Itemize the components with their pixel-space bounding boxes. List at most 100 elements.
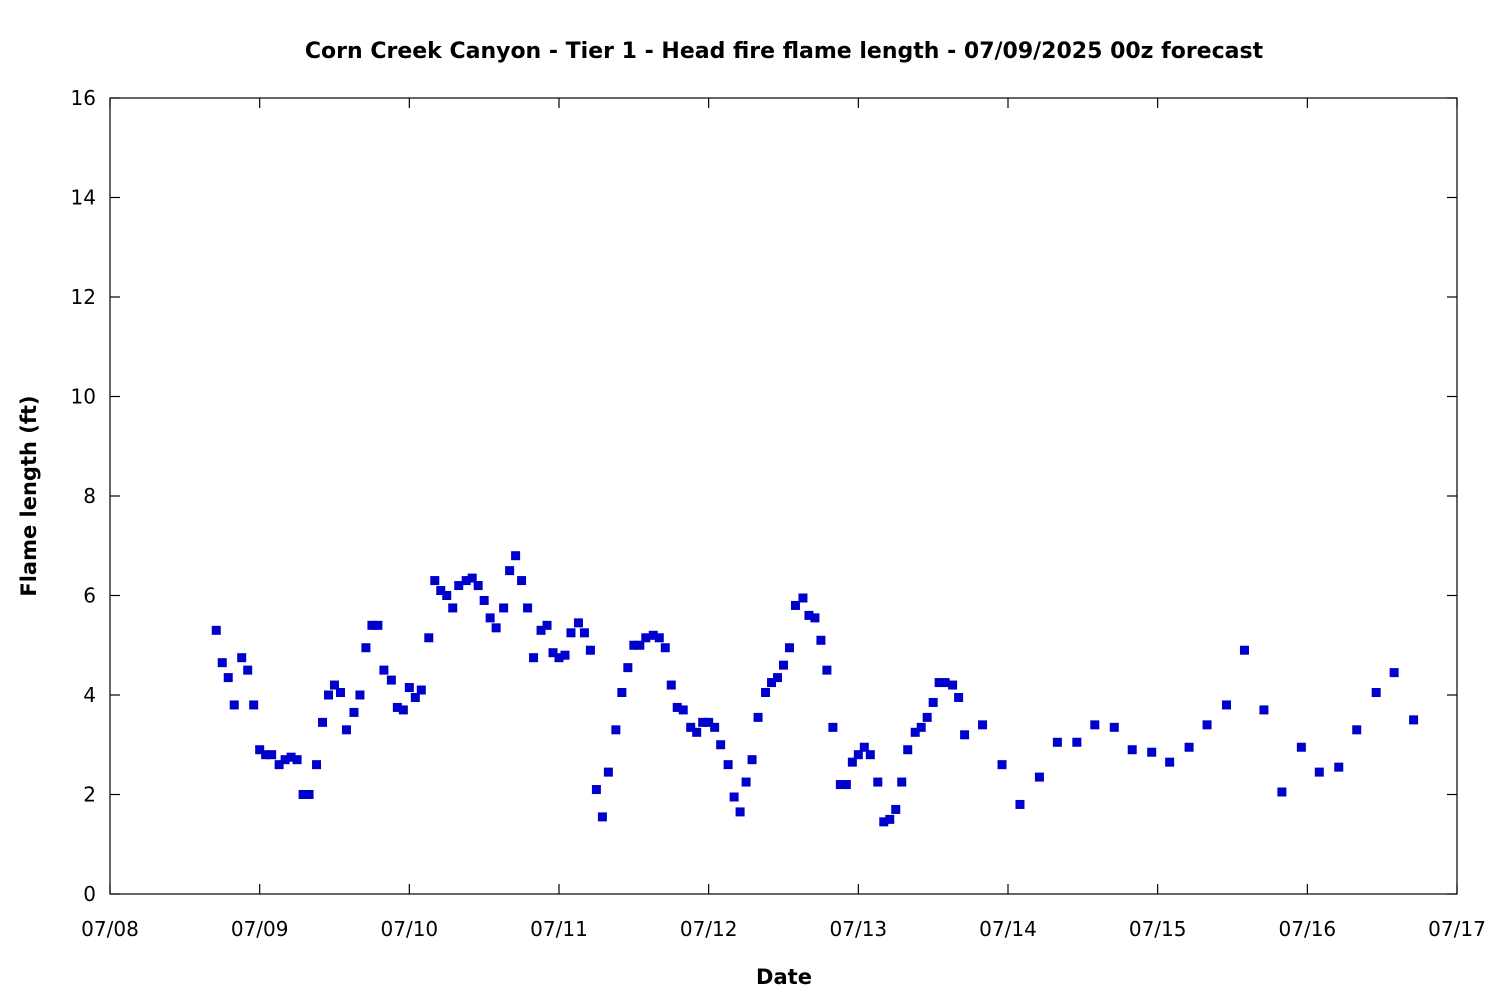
data-point: [779, 660, 788, 670]
data-point: [1296, 742, 1306, 752]
data-point: [865, 750, 875, 760]
data-point: [554, 653, 564, 663]
data-point: [835, 780, 845, 790]
y-tick-label: 12: [71, 285, 96, 309]
data-point: [485, 613, 495, 623]
data-point: [753, 712, 763, 722]
data-point: [304, 790, 314, 799]
data-point: [1034, 772, 1044, 782]
data-point: [773, 673, 783, 683]
plot-frame: [109, 97, 1458, 895]
data-point: [1239, 645, 1249, 655]
data-point: [635, 640, 645, 650]
data-point: [686, 722, 696, 732]
data-point: [560, 650, 570, 660]
x-tick-label: 07/08: [81, 917, 139, 941]
data-point: [790, 600, 800, 610]
data-point: [997, 760, 1007, 770]
data-point: [267, 750, 277, 760]
data-point: [672, 702, 682, 712]
x-tick-label: 07/12: [680, 917, 738, 941]
data-point: [223, 673, 233, 683]
y-tick-label: 14: [71, 186, 96, 210]
data-point: [243, 665, 253, 675]
data-point: [367, 620, 377, 630]
y-axis-label: Flame length (ft): [17, 395, 41, 596]
data-point: [841, 780, 851, 790]
data-point: [237, 653, 247, 663]
chart-title: Corn Creek Canyon - Tier 1 - Head fire f…: [305, 39, 1264, 64]
y-tick-label: 0: [83, 882, 96, 906]
data-point: [548, 648, 558, 658]
data-point: [1184, 742, 1194, 752]
data-point: [922, 712, 932, 722]
data-point: [1127, 745, 1137, 755]
data-point: [723, 760, 733, 770]
data-point: [816, 635, 826, 645]
data-point: [404, 683, 414, 693]
data-point: [629, 640, 639, 650]
data-point: [747, 755, 757, 765]
data-point: [217, 658, 227, 668]
x-tick-label: 07/14: [979, 917, 1037, 941]
data-point: [448, 603, 458, 613]
data-point: [511, 551, 521, 561]
data-point: [392, 702, 402, 712]
data-point: [430, 576, 440, 586]
data-point: [312, 760, 322, 770]
data-point: [859, 742, 869, 752]
data-point: [229, 700, 239, 710]
data-point: [542, 620, 552, 630]
data-point: [1259, 705, 1269, 715]
data-point: [274, 760, 284, 770]
data-point: [361, 643, 371, 653]
data-point: [292, 755, 302, 765]
data-point: [499, 603, 509, 613]
data-point: [934, 678, 944, 688]
x-tick-label: 07/11: [530, 917, 588, 941]
data-point: [529, 653, 539, 663]
data-point: [960, 730, 970, 740]
data-point: [341, 725, 351, 735]
data-point: [660, 643, 670, 653]
data-point: [579, 628, 589, 638]
data-point: [585, 645, 595, 655]
data-point: [442, 591, 452, 600]
y-tick-label: 16: [71, 86, 96, 110]
data-point: [916, 722, 926, 732]
data-point: [591, 785, 601, 795]
data-point: [804, 610, 814, 620]
data-point: [666, 680, 676, 690]
data-point: [1165, 757, 1175, 767]
data-point: [318, 717, 328, 727]
data-point: [678, 705, 688, 715]
y-tick-label: 8: [83, 484, 96, 508]
data-point: [286, 752, 296, 762]
data-point: [853, 750, 863, 760]
data-point: [729, 792, 739, 802]
data-point: [822, 665, 832, 675]
data-point: [741, 777, 751, 787]
data-point: [1334, 762, 1344, 772]
data-point: [1202, 720, 1212, 730]
data-point: [424, 633, 434, 643]
data-point: [479, 595, 489, 605]
data-point: [903, 745, 913, 755]
data-point: [828, 722, 838, 732]
data-point: [847, 757, 857, 767]
data-point: [978, 720, 988, 730]
y-axis-tick-labels: 0 2 4 6 8 10 12 14 16: [71, 86, 96, 906]
data-point: [1277, 787, 1287, 797]
x-axis-tick-labels: 07/08 07/09 07/10 07/11 07/12 07/13 07/14 07/15…: [81, 917, 1486, 941]
data-point: [398, 705, 408, 715]
data-point: [1389, 668, 1399, 678]
data-point: [648, 630, 658, 640]
data-point: [1409, 715, 1419, 725]
data-point: [536, 625, 546, 635]
data-point: [928, 697, 938, 707]
data-point: [1072, 737, 1082, 747]
data-point: [897, 777, 907, 787]
data-point: [611, 725, 621, 735]
data-point: [716, 740, 726, 750]
